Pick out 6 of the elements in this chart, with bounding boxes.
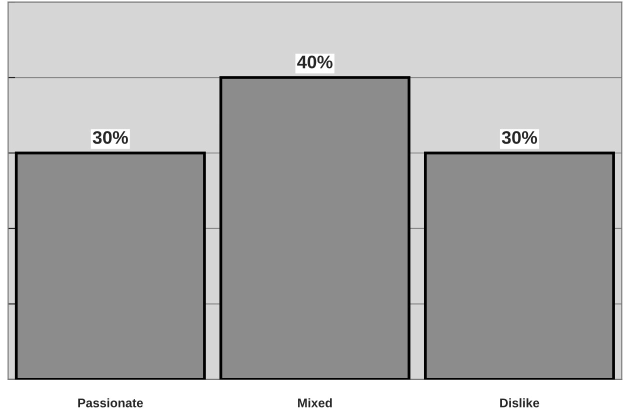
- data-label: 40%: [297, 56, 333, 68]
- data-label: 30%: [502, 131, 538, 144]
- x-tick-label: Dislike: [500, 398, 540, 408]
- data-label: 30%: [92, 131, 128, 144]
- x-tick-label: Passionate: [78, 398, 143, 408]
- x-tick-label: Mixed: [298, 398, 332, 408]
